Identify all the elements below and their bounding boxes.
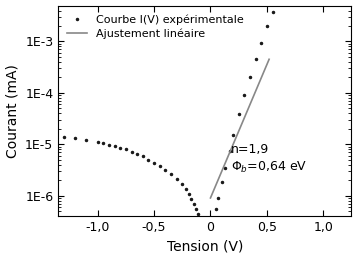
Courbe I(V) expérimentale bbox=[135, 152, 139, 155]
Courbe I(V) expérimentale bbox=[187, 193, 191, 196]
Ajustement linéaire bbox=[267, 58, 271, 61]
Y-axis label: Courant (mA): Courant (mA) bbox=[6, 64, 20, 158]
Line: Courbe I(V) expérimentale: Courbe I(V) expérimentale bbox=[62, 0, 348, 236]
Courbe I(V) expérimentale bbox=[112, 145, 117, 148]
Text: n=1,9
$\Phi_b$=0,64 eV: n=1,9 $\Phi_b$=0,64 eV bbox=[231, 143, 307, 175]
X-axis label: Tension (V): Tension (V) bbox=[167, 239, 243, 254]
Courbe I(V) expérimentale bbox=[152, 162, 156, 165]
Courbe I(V) expérimentale bbox=[62, 135, 66, 138]
Ajustement linéaire bbox=[208, 196, 213, 199]
Courbe I(V) expérimentale bbox=[207, 232, 211, 235]
Legend: Courbe I(V) expérimentale, Ajustement linéaire: Courbe I(V) expérimentale, Ajustement li… bbox=[64, 11, 247, 42]
Line: Ajustement linéaire: Ajustement linéaire bbox=[211, 59, 269, 198]
